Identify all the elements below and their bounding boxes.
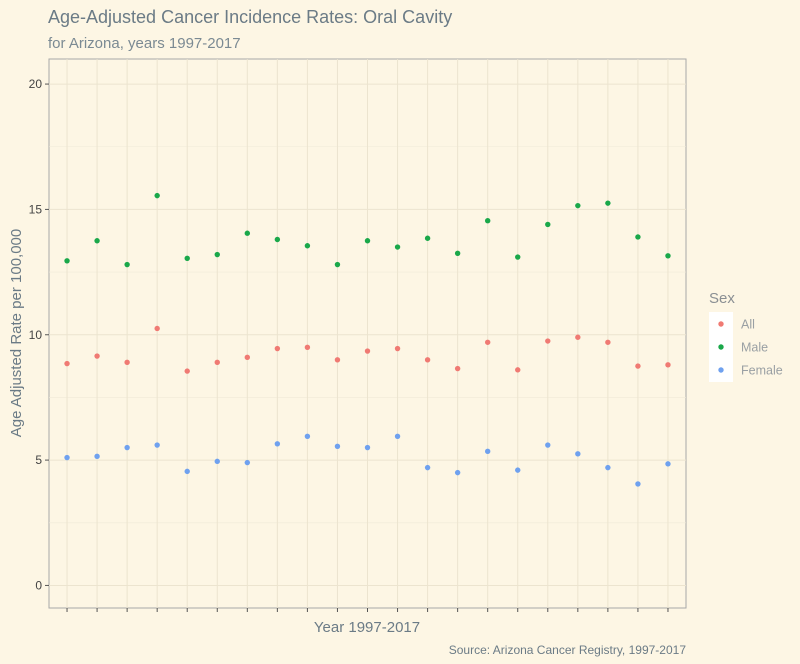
point-female [274, 441, 281, 447]
point-all [304, 344, 311, 350]
point-male [394, 244, 401, 250]
y-tick-label: 10 [29, 328, 43, 342]
point-female [244, 459, 251, 466]
point-female [515, 467, 521, 473]
point-all [635, 363, 641, 369]
point-male [545, 221, 551, 228]
point-all [665, 362, 671, 368]
point-female [454, 469, 461, 476]
y-tick-label: 20 [29, 77, 43, 91]
gridlines [49, 59, 686, 608]
point-female [184, 468, 190, 475]
point-male [274, 236, 281, 243]
y-tick-label: 0 [35, 578, 42, 592]
point-male [484, 217, 491, 224]
point-male [94, 238, 100, 244]
y-tick-label: 5 [35, 453, 42, 467]
point-female [424, 464, 431, 471]
point-all [575, 334, 581, 340]
chart-subtitle: for Arizona, years 1997-2017 [48, 35, 241, 52]
point-female [304, 433, 311, 439]
point-female [484, 448, 491, 455]
point-male [214, 251, 220, 258]
point-female [394, 433, 401, 439]
point-male [605, 200, 611, 206]
legend-label-all: All [741, 318, 755, 332]
legend: Sex All Male Female [709, 290, 783, 382]
point-male [334, 261, 341, 268]
point-all [154, 325, 160, 332]
point-all [424, 357, 431, 363]
point-all [515, 367, 521, 373]
point-all [364, 348, 371, 354]
legend-label-male: Male [741, 341, 768, 355]
x-axis-title: Year 1997-2017 [314, 619, 420, 636]
point-male [515, 254, 521, 260]
point-male [64, 258, 70, 264]
point-female [635, 481, 641, 487]
legend-key-female [718, 367, 724, 373]
point-female [214, 458, 220, 465]
point-male [244, 230, 251, 236]
point-male [454, 250, 461, 256]
point-male [635, 234, 641, 240]
y-axis-title: Age Adjusted Rate per 100,000 [8, 229, 25, 438]
point-female [605, 464, 611, 471]
point-female [154, 442, 160, 448]
point-female [575, 451, 581, 457]
x-axis [66, 608, 669, 612]
point-all [545, 338, 551, 344]
point-female [124, 444, 130, 451]
point-male [424, 235, 431, 241]
point-female [665, 461, 671, 467]
point-male [364, 238, 371, 244]
point-female [94, 453, 100, 460]
y-tick-label: 15 [29, 202, 43, 216]
point-all [124, 359, 130, 366]
legend-title: Sex [709, 290, 735, 307]
point-all [94, 353, 100, 359]
point-male [124, 261, 130, 268]
point-female [64, 454, 70, 461]
point-all [484, 339, 491, 345]
point-female [545, 442, 551, 448]
legend-key-male [718, 344, 724, 350]
point-male [665, 253, 671, 259]
point-all [64, 360, 70, 367]
point-all [274, 345, 281, 352]
point-male [575, 202, 581, 209]
chart-caption: Source: Arizona Cancer Registry, 1997-20… [449, 643, 687, 657]
point-all [605, 339, 611, 345]
point-female [364, 444, 371, 451]
legend-label-female: Female [741, 364, 783, 378]
point-all [394, 345, 401, 352]
point-female [334, 443, 341, 450]
point-all [334, 357, 341, 363]
point-all [184, 368, 190, 374]
point-all [454, 365, 461, 372]
data-points [64, 192, 671, 487]
y-axis: 0 5 10 15 20 [29, 77, 49, 592]
chart-title: Age-Adjusted Cancer Incidence Rates: Ora… [48, 7, 452, 27]
point-all [244, 354, 251, 361]
point-all [214, 359, 220, 366]
point-male [304, 243, 311, 249]
legend-key-all [718, 321, 724, 327]
point-male [154, 192, 160, 199]
point-male [184, 255, 190, 261]
